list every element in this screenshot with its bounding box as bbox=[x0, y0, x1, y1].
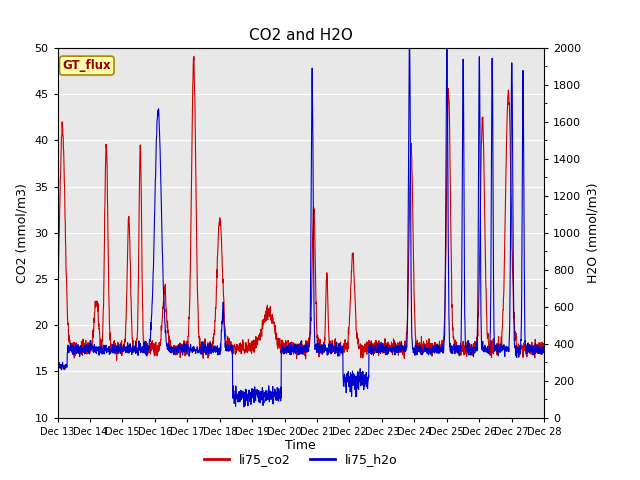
Legend: li75_co2, li75_h2o: li75_co2, li75_h2o bbox=[199, 448, 403, 471]
Y-axis label: H2O (mmol/m3): H2O (mmol/m3) bbox=[587, 182, 600, 283]
Text: GT_flux: GT_flux bbox=[63, 59, 111, 72]
Y-axis label: CO2 (mmol/m3): CO2 (mmol/m3) bbox=[16, 183, 29, 283]
Title: CO2 and H2O: CO2 and H2O bbox=[249, 28, 353, 43]
X-axis label: Time: Time bbox=[285, 439, 316, 453]
